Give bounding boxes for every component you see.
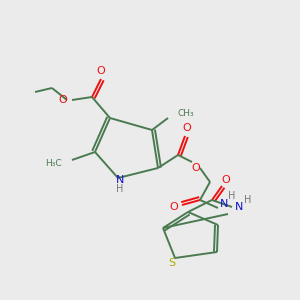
Text: O: O: [222, 175, 230, 185]
Text: N: N: [220, 199, 228, 209]
Text: N: N: [116, 175, 124, 185]
Text: H: H: [116, 184, 124, 194]
Text: S: S: [168, 258, 175, 268]
Text: H₃C: H₃C: [45, 158, 62, 167]
Text: O: O: [192, 163, 200, 173]
Text: H: H: [244, 195, 252, 205]
Text: O: O: [169, 202, 178, 212]
Text: O: O: [97, 66, 105, 76]
Text: O: O: [58, 95, 68, 105]
Text: N: N: [235, 202, 243, 212]
Text: CH₃: CH₃: [178, 110, 195, 118]
Text: O: O: [183, 123, 191, 133]
Text: H: H: [228, 191, 236, 201]
